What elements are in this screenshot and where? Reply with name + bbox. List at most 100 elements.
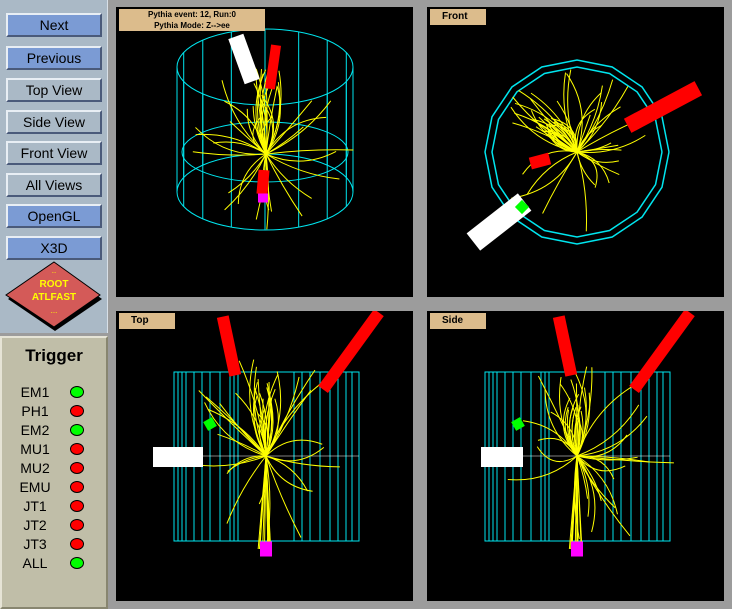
trigger-label: JT1 xyxy=(23,498,47,514)
track xyxy=(544,388,578,457)
track xyxy=(265,455,308,492)
track xyxy=(265,126,304,155)
track xyxy=(507,455,578,481)
track xyxy=(542,130,578,153)
track xyxy=(576,410,584,457)
trigger-jt3: JT3 xyxy=(2,535,106,554)
event-display-canvas xyxy=(153,311,384,557)
trigger-status-led-icon xyxy=(70,443,84,455)
trigger-jt1: JT1 xyxy=(2,497,106,516)
side-view-pad[interactable]: Side xyxy=(427,311,724,601)
jet-cluster xyxy=(528,152,552,170)
track xyxy=(536,446,578,463)
jet-cluster xyxy=(629,311,695,393)
logo-line1: ROOT xyxy=(40,279,69,290)
track xyxy=(576,455,579,550)
track xyxy=(224,153,267,211)
event-info: Pythia event: 12, Run:0 Pythia Mode: Z--… xyxy=(119,9,265,31)
event-display-canvas xyxy=(466,59,703,251)
track xyxy=(576,455,626,472)
beam-marker xyxy=(260,541,272,557)
perspective-view-pad[interactable]: Pythia event: 12, Run:0 Pythia Mode: Z--… xyxy=(116,7,413,297)
track xyxy=(265,455,269,550)
trigger-mu1: MU1 xyxy=(2,440,106,459)
logo-line2: ATLFAST xyxy=(32,292,76,303)
track xyxy=(265,100,313,155)
track xyxy=(261,95,275,155)
jet-cluster xyxy=(552,315,578,377)
track xyxy=(265,387,274,457)
trigger-label: JT3 xyxy=(23,536,47,552)
muon-marker xyxy=(203,417,217,431)
track xyxy=(576,151,588,232)
track xyxy=(207,408,267,457)
logo-bottom: ... xyxy=(51,306,58,315)
track xyxy=(576,455,596,533)
track xyxy=(265,153,303,217)
trigger-status-led-icon xyxy=(70,405,84,417)
trigger-status-led-icon xyxy=(70,462,84,474)
track xyxy=(576,404,640,457)
track xyxy=(263,88,273,155)
track xyxy=(576,151,596,186)
opengl-button[interactable]: OpenGL xyxy=(6,204,102,228)
track xyxy=(265,116,327,155)
track xyxy=(576,125,602,153)
track xyxy=(265,455,302,538)
trigger-emu: EMU xyxy=(2,478,106,497)
trigger-label: EM1 xyxy=(20,384,50,400)
track xyxy=(263,455,267,550)
track xyxy=(217,433,267,457)
track xyxy=(551,125,578,153)
track xyxy=(526,151,578,195)
track xyxy=(576,151,619,163)
electron-cluster xyxy=(153,447,203,467)
top-view-button[interactable]: Top View xyxy=(6,78,102,102)
side-view-button[interactable]: Side View xyxy=(6,110,102,134)
event-display-canvas xyxy=(176,28,354,231)
x3d-button[interactable]: X3D xyxy=(6,236,102,260)
track xyxy=(265,149,354,155)
track xyxy=(262,398,267,457)
trigger-label: ALL xyxy=(22,555,48,571)
all-views-button[interactable]: All Views xyxy=(6,173,102,197)
trigger-label: MU2 xyxy=(20,460,50,476)
event-display-canvas xyxy=(481,311,695,557)
beam-marker xyxy=(571,541,583,557)
trigger-all: ALL xyxy=(2,554,106,573)
control-panel: Next Previous Top View Side View Front View A… xyxy=(0,0,108,333)
trigger-mu2: MU2 xyxy=(2,459,106,478)
top-view-label: Top xyxy=(119,313,175,329)
track xyxy=(265,439,323,457)
track xyxy=(576,455,618,515)
trigger-em2: EM2 xyxy=(2,421,106,440)
previous-button[interactable]: Previous xyxy=(6,46,102,70)
top-view-pad[interactable]: Top xyxy=(116,311,413,601)
front-view-pad[interactable]: Front xyxy=(427,7,724,297)
track xyxy=(576,455,583,550)
jet-cluster xyxy=(256,169,270,195)
track xyxy=(576,415,648,457)
track xyxy=(576,455,638,461)
track xyxy=(563,72,578,153)
next-button[interactable]: Next xyxy=(6,13,102,37)
front-view-label: Front xyxy=(430,9,486,25)
track xyxy=(192,151,267,156)
front-view-button[interactable]: Front View xyxy=(6,141,102,165)
track xyxy=(258,455,267,550)
root-atlfast-logo[interactable]: .. ROOT ATLFAST ... xyxy=(4,261,106,331)
track xyxy=(226,455,267,524)
trigger-em1: EM1 xyxy=(2,383,106,402)
event-line: Pythia event: 12, Run:0 xyxy=(147,10,237,19)
track xyxy=(265,153,312,199)
track xyxy=(576,455,674,464)
trigger-status-led-icon xyxy=(70,386,84,398)
jet-cluster xyxy=(216,315,242,377)
track xyxy=(249,359,267,457)
track xyxy=(537,375,578,457)
trigger-status-led-icon xyxy=(70,538,84,550)
electron-cluster xyxy=(228,33,260,85)
track xyxy=(576,366,588,457)
muon-marker xyxy=(511,417,525,431)
detector-ring xyxy=(484,59,670,245)
